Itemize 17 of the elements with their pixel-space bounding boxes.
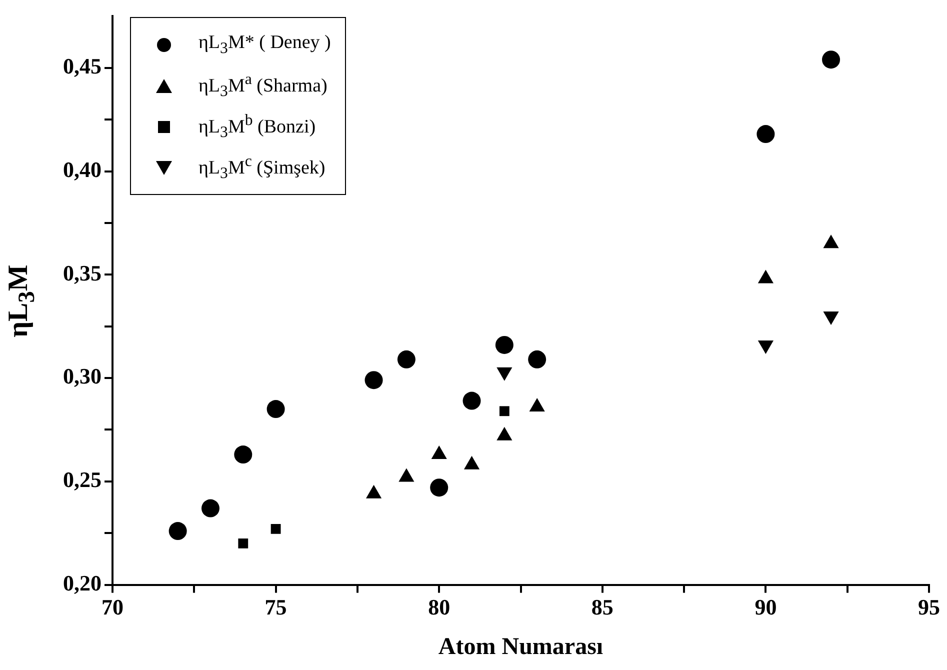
x-tick-label: 95 xyxy=(918,594,940,620)
legend-label: ηL$_{3}$M$^{a}$ (Sharma) xyxy=(198,70,328,101)
legend-label: ηL$_{3}$M$^{c}$ (Şimşek) xyxy=(198,152,326,183)
x-tick-label: 90 xyxy=(754,594,777,620)
y-tick-label: 0,45 xyxy=(63,54,102,79)
y-tick-label: 0,25 xyxy=(63,467,102,492)
y-tick-label: 0,30 xyxy=(63,364,102,389)
x-tick-label: 80 xyxy=(428,594,450,620)
x-tick-label: 70 xyxy=(102,594,124,620)
legend-label: ηL$_{3}$M* ( Deney ) xyxy=(198,32,331,58)
x-tick-label: 75 xyxy=(264,594,287,620)
y-tick-label: 0,35 xyxy=(63,260,102,286)
x-axis-title: Atom Numarası xyxy=(438,634,604,660)
y-tick-label: 0,40 xyxy=(63,156,102,182)
x-tick-label: 85 xyxy=(591,594,614,620)
y-tick-label: 0,20 xyxy=(63,570,102,596)
legend-label: ηL$_{3}$M$^{b}$ (Bonzi) xyxy=(198,112,316,142)
